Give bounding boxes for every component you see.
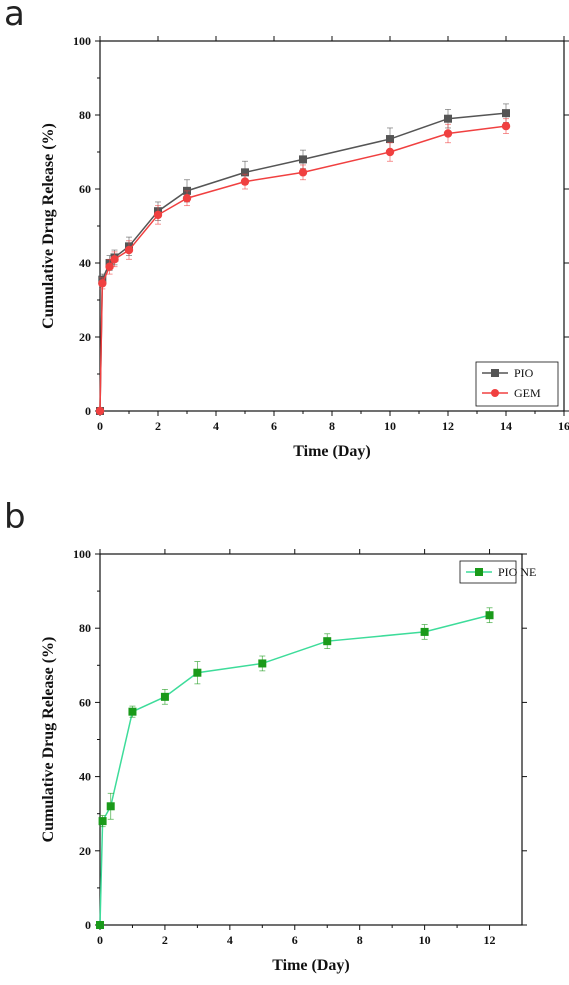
chart-a-x-tick-label: 12 [442,419,454,433]
chart-a-x-axis-title: Time (Day) [293,443,370,460]
chart-a-pio-point [502,109,510,118]
chart-a-gem-legend-label: GEM [514,386,541,400]
chart-b-pio-ne-legend-label: PIO NE [498,565,536,579]
chart-b-pio-ne-point [98,817,107,826]
chart-a-x-tick-label: 8 [329,419,335,433]
chart-b-y-tick-label: 20 [79,844,91,858]
chart-b-y-tick-label: 40 [79,770,91,784]
chart-b-pio-ne-legend-marker [475,568,483,576]
chart-b-x-tick-label: 6 [292,933,298,947]
chart-b-x-axis-title: Time (Day) [272,957,349,974]
chart-b-x-tick-label: 2 [162,933,168,947]
chart-a-gem-point [98,279,107,288]
chart-a-gem-point [443,129,453,138]
chart-a-y-tick-label: 100 [73,34,91,48]
chart-a-x-tick-label: 4 [213,419,219,433]
chart-b-y-tick-label: 60 [79,695,91,709]
chart-b-x-tick-label: 8 [357,933,363,947]
chart-a-x-tick-label: 14 [500,419,512,433]
chart-b-pio-ne-point [485,611,494,620]
chart-a-x-tick-label: 10 [384,419,396,433]
chart-a-gem-point [298,168,308,177]
panel-label-a: a [4,0,25,34]
chart-a-gem-point [105,262,114,271]
chart-a-plot-frame [99,40,565,412]
chart-a-gem-point [240,177,250,186]
chart-a-gem-legend-marker [491,389,499,397]
chart-a-x-tick-label: 6 [271,419,277,433]
chart-b-x-tick-label: 12 [484,933,496,947]
chart-a-pio-point [241,168,249,177]
chart-b-y-tick-label: 80 [79,621,91,635]
chart-a-legend-box [475,361,559,407]
chart-b-pio-ne-point [193,668,202,677]
chart-a-pio-point [386,135,394,144]
chart-b-x-tick-label: 0 [97,933,103,947]
chart-a-gem-point [153,210,163,220]
chart-b-pio-ne-point [160,692,169,701]
chart-a-y-axis-title: Cumulative Drug Release (%) [40,123,57,329]
chart-a-gem-point [124,245,134,255]
chart-b-x-tick-label: 10 [419,933,431,947]
chart-b-pio-ne-point [258,659,267,668]
chart-a-gem-point [110,255,119,264]
panel-label-b: b [4,497,26,537]
chart-b-x-tick-label: 4 [227,933,233,947]
chart-a-gem-point [95,406,105,416]
chart-b-pio-ne-point [323,637,332,646]
chart-a-y-tick-label: 20 [79,330,91,344]
chart-a-y-tick-label: 60 [79,182,91,196]
chart-a-x-tick-label: 16 [558,419,569,433]
chart-b-pio-ne-point [106,802,115,811]
chart-a-y-tick-label: 0 [85,404,91,418]
chart-b-y-tick-label: 0 [85,918,91,932]
chart-a-gem-point [182,194,192,203]
chart-b-pio-ne-line [99,614,490,926]
chart-a-pio-legend-marker [491,369,499,377]
chart-a-gem-point [501,121,511,131]
chart-b-pio-ne-point [96,921,104,929]
chart-b-y-tick-label: 100 [73,547,91,561]
chart-a-pio-point [299,155,307,164]
chart-a-pio-point [444,114,452,123]
chart-b-pio-ne-point [128,707,137,716]
chart-b-pio-ne-point [420,627,429,636]
chart-a-pio-legend-label: PIO [514,366,534,380]
chart-a-gem-point [385,147,395,157]
chart-a-x-tick-label: 0 [97,419,103,433]
chart-a-y-tick-label: 80 [79,108,91,122]
chart-a-y-tick-label: 40 [79,256,91,270]
chart-b-plot-frame [99,553,523,926]
chart-a-x-tick-label: 2 [155,419,161,433]
chart-b-y-axis-title: Cumulative Drug Release (%) [40,637,57,843]
